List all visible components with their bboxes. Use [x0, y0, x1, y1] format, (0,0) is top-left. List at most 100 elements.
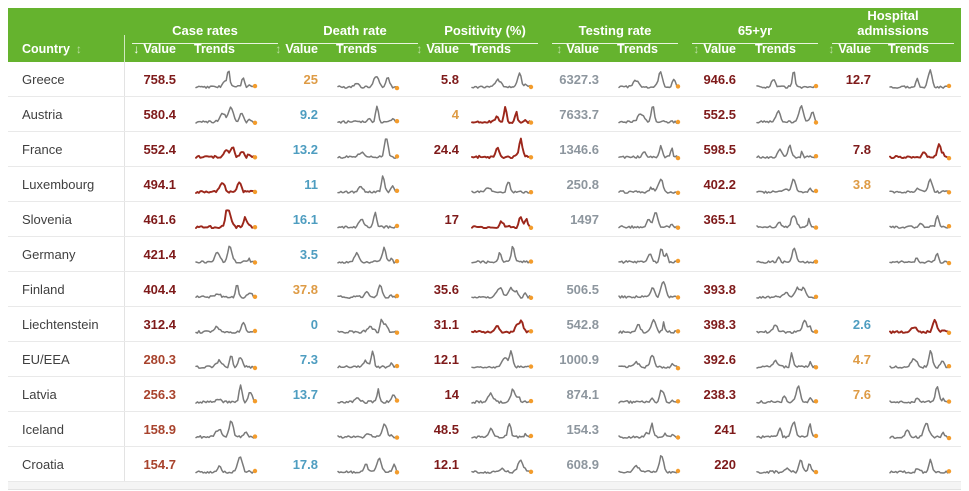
column-header-row: Country ↕ ↓ Value Trends ↕ Value Trends … — [8, 35, 961, 62]
sort-header-death-value[interactable]: ↕ Value — [275, 35, 330, 62]
group-header-death-rate: Death rate — [285, 23, 425, 44]
value-cell-test: 874.1 — [566, 386, 599, 402]
value-cell-hosp — [825, 272, 877, 306]
table-row[interactable]: Finland 404.4 37.8 35.6 506.5 393.8 — [8, 272, 961, 307]
trend-sparkline-case — [180, 272, 285, 306]
value-cell-sixty: 220 — [714, 456, 736, 472]
value-cell-case: 461.6 — [143, 211, 176, 227]
trend-sparkline-death — [330, 342, 425, 376]
table-row[interactable]: Slovenia 461.6 16.1 17 1497 365.1 — [8, 202, 961, 237]
value-cell-hosp — [825, 237, 877, 271]
trend-sparkline-case — [180, 97, 285, 131]
trend-sparkline-death — [330, 97, 425, 131]
table-row[interactable]: Liechtenstein 312.4 0 31.1 542.8 398.3 2.6 — [8, 307, 961, 342]
value-cell-pos: 5.8 — [440, 71, 459, 87]
trend-sparkline-case — [180, 62, 285, 96]
value-cell-pos: 4 — [451, 106, 459, 122]
trends-header-death: Trends — [330, 35, 425, 62]
sort-header-testing-value[interactable]: ↕ Value — [545, 35, 605, 62]
table-row[interactable]: Iceland 158.9 48.5 154.3 241 — [8, 412, 961, 447]
value-cell-death: 13.2 — [292, 141, 318, 157]
trend-sparkline-death — [330, 237, 425, 271]
group-header-case-rates: Case rates — [125, 23, 285, 44]
sort-header-65yr-value[interactable]: ↕ Value — [685, 35, 742, 62]
value-header-label: Value — [143, 41, 176, 56]
trend-sparkline-test — [605, 202, 685, 236]
trend-sparkline-pos — [465, 377, 545, 411]
value-cell-case: 154.7 — [143, 456, 176, 472]
trend-sparkline-hosp — [877, 97, 961, 131]
trend-sparkline-death — [330, 132, 425, 166]
trend-sparkline-sixty — [742, 377, 825, 411]
trend-sparkline-pos — [465, 307, 545, 341]
country-cell: Austria — [8, 97, 125, 131]
trend-sparkline-pos — [465, 202, 545, 236]
sort-header-positivity-value[interactable]: ↕ Value — [416, 35, 465, 62]
sort-header-case-value[interactable]: ↓ Value — [125, 35, 180, 62]
value-cell-test: 506.5 — [566, 281, 599, 297]
value-cell-test: 6327.3 — [559, 71, 599, 87]
trend-sparkline-case — [180, 202, 285, 236]
value-cell-pos: 24.4 — [433, 141, 459, 157]
trend-sparkline-pos — [465, 272, 545, 306]
table-row[interactable]: Germany 421.4 3.5 — [8, 237, 961, 272]
country-column-header[interactable]: Country ↕ — [8, 35, 125, 62]
trends-header-label: Trends — [888, 41, 929, 56]
value-cell-hosp: 7.8 — [852, 141, 871, 157]
value-cell-death: 13.7 — [292, 386, 318, 402]
trends-header-65yr: Trends — [742, 35, 825, 62]
trend-sparkline-sixty — [742, 342, 825, 376]
country-cell: Iceland — [8, 412, 125, 446]
sort-updown-icon: ↕ — [556, 41, 563, 56]
country-cell: Latvia — [8, 377, 125, 411]
table-row[interactable]: Latvia 256.3 13.7 14 874.1 238.3 7.6 — [8, 377, 961, 412]
trend-sparkline-test — [605, 342, 685, 376]
value-cell-death: 0 — [310, 316, 318, 332]
value-cell-test: 154.3 — [566, 421, 599, 437]
value-header-label: Value — [703, 41, 736, 56]
trends-header-case: Trends — [180, 35, 285, 62]
trend-sparkline-test — [605, 167, 685, 201]
value-cell-pos: 35.6 — [433, 281, 459, 297]
country-cell: France — [8, 132, 125, 166]
value-cell-test: 542.8 — [566, 316, 599, 332]
value-cell-sixty: 392.6 — [703, 351, 736, 367]
country-cell: Liechtenstein — [8, 307, 125, 341]
trend-sparkline-death — [330, 272, 425, 306]
trend-sparkline-case — [180, 132, 285, 166]
trend-sparkline-case — [180, 237, 285, 271]
group-header-testing-rate: Testing rate — [545, 23, 685, 44]
trend-sparkline-pos — [465, 62, 545, 96]
trend-sparkline-test — [605, 307, 685, 341]
table-row[interactable]: Greece 758.5 25 5.8 6327.3 946.6 12.7 — [8, 62, 961, 97]
value-cell-pos: 12.1 — [433, 456, 459, 472]
group-label: 65+yr — [692, 23, 818, 44]
value-cell-death: 17.8 — [292, 456, 318, 472]
sort-header-hospital-value[interactable]: ↕ Value — [825, 35, 877, 62]
value-cell-death: 16.1 — [292, 211, 318, 227]
trend-sparkline-test — [605, 272, 685, 306]
trend-sparkline-case — [180, 412, 285, 446]
trends-header-label: Trends — [194, 41, 235, 56]
table-row[interactable]: Croatia 154.7 17.8 12.1 608.9 220 — [8, 447, 961, 482]
table-row[interactable]: EU/EEA 280.3 7.3 12.1 1000.9 392.6 4.7 — [8, 342, 961, 377]
table-row[interactable]: Austria 580.4 9.2 4 7633.7 552.5 — [8, 97, 961, 132]
value-cell-hosp — [825, 97, 877, 131]
value-cell-case: 758.5 — [143, 71, 176, 87]
value-cell-case: 158.9 — [143, 421, 176, 437]
value-cell-case: 580.4 — [143, 106, 176, 122]
value-cell-hosp — [825, 202, 877, 236]
trend-sparkline-hosp — [877, 237, 961, 271]
table-row[interactable]: Luxembourg 494.1 11 250.8 402.2 3.8 — [8, 167, 961, 202]
trend-sparkline-test — [605, 132, 685, 166]
trend-sparkline-test — [605, 447, 685, 481]
value-cell-pos: 14 — [444, 386, 459, 402]
table-row[interactable]: France 552.4 13.2 24.4 1346.6 598.5 7.8 — [8, 132, 961, 167]
value-cell-death: 3.5 — [299, 246, 318, 262]
trend-sparkline-sixty — [742, 272, 825, 306]
trend-sparkline-hosp — [877, 447, 961, 481]
value-cell-test: 1497 — [570, 211, 599, 227]
sort-updown-icon: ↕ — [416, 41, 423, 56]
value-cell-pos: 31.1 — [433, 316, 459, 332]
